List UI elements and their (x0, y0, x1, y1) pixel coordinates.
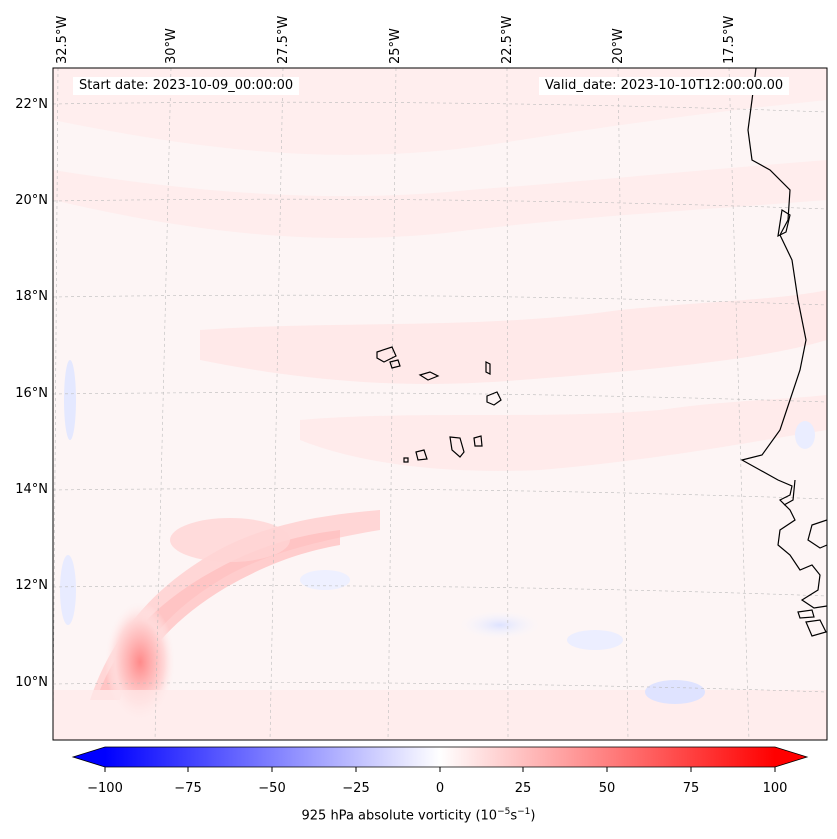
colorbar-tick: 75 (682, 781, 700, 796)
start-date-label: Start date: 2023-10-09_00:00:00 (73, 77, 300, 95)
vorticity-field (53, 68, 827, 740)
colorbar-tick: −50 (258, 781, 286, 796)
valid-date-label: Valid_date: 2023-10-10T12:00:00.00 (539, 77, 790, 95)
colorbar-tick: 0 (435, 781, 445, 796)
lat-label: 10°N (15, 675, 48, 690)
colorbar-tick: 25 (514, 781, 532, 796)
colorbar-tick: −75 (174, 781, 202, 796)
lat-label: 16°N (15, 386, 48, 401)
lat-label: 18°N (15, 289, 48, 304)
gridlines (52, 67, 828, 741)
colorbar-tick: −25 (342, 781, 370, 796)
colorbar (71, 746, 809, 772)
colorbar-label: 925 hPa absolute vorticity (10−5s−1) (301, 807, 536, 824)
map-frame (52, 67, 828, 741)
lat-label: 22°N (15, 97, 48, 112)
colorbar-tick: 100 (762, 781, 788, 796)
lat-label: 20°N (15, 193, 48, 208)
colorbar-tick: 50 (598, 781, 616, 796)
colorbar-tick: −100 (87, 781, 123, 796)
lat-label: 14°N (15, 482, 48, 497)
coastline-icon (376, 68, 827, 637)
lat-label: 12°N (15, 578, 48, 593)
